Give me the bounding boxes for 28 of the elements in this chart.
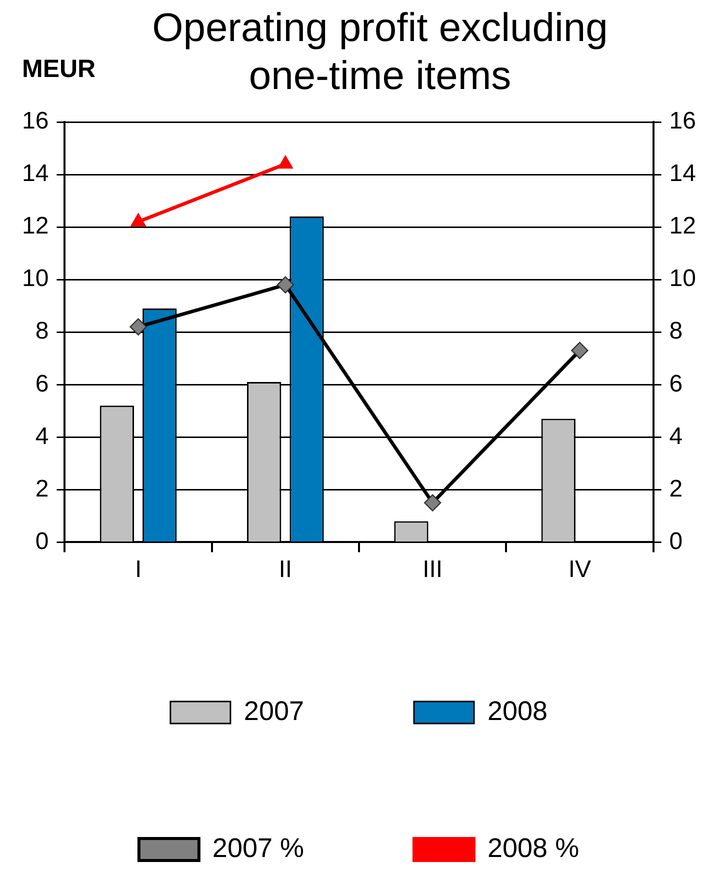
x-tick-label: I: [134, 556, 142, 584]
legend-label: 2008 %: [488, 832, 580, 863]
y2-tick-label: 10: [669, 265, 696, 292]
legend-label: 2007: [244, 696, 304, 726]
y2-tick-label: 2: [669, 475, 683, 502]
x-tick-label: II: [278, 556, 292, 584]
y-tick-label: 14: [22, 160, 49, 188]
x-tick-label: IV: [568, 556, 592, 584]
legend-label: 2008: [488, 696, 548, 726]
y-tick-label: 6: [35, 370, 49, 398]
y-tick-label: 12: [22, 212, 49, 240]
y-tick-label: 4: [35, 422, 49, 450]
y2-tick-label: 0: [669, 528, 683, 555]
legend-label: 2007 %: [212, 832, 304, 863]
y-tick-label: 0: [35, 528, 49, 555]
y-tick-label: 16: [22, 108, 49, 135]
x-tick-label: III: [422, 556, 443, 584]
y-tick-label: 8: [35, 318, 49, 345]
y-tick-label: 10: [22, 265, 49, 292]
y2-tick-label: 8: [669, 318, 683, 345]
y2-tick-label: 12: [669, 212, 696, 240]
y2-tick-label: 6: [669, 370, 683, 398]
y2-tick-label: 4: [669, 422, 683, 450]
y-tick-label: 2: [35, 475, 49, 502]
chart-title: Operating profit excluding one-time items: [151, 5, 609, 100]
y2-tick-label: 14: [669, 160, 696, 188]
y2-tick-label: 16: [669, 108, 696, 135]
y-axis-title: MEUR: [22, 55, 96, 84]
